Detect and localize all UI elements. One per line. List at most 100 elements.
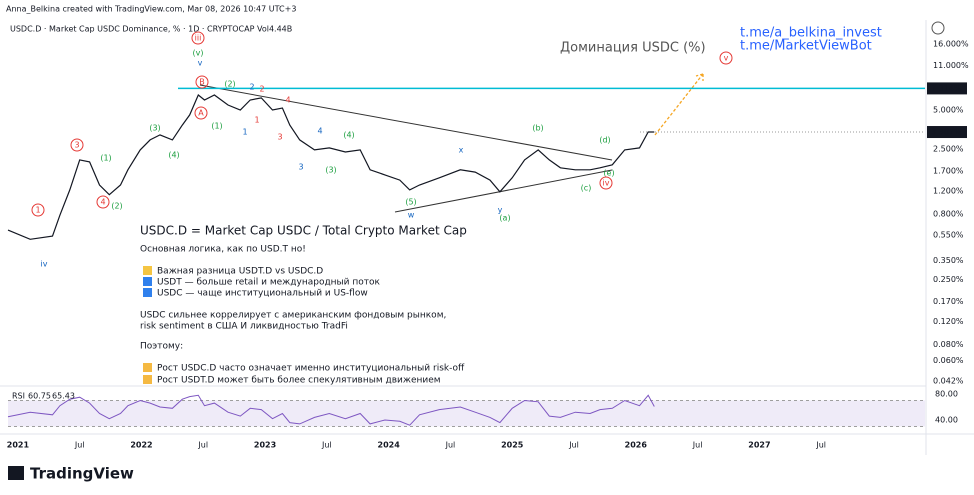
wave-label: (5) bbox=[405, 198, 416, 207]
wave-circle bbox=[31, 203, 45, 217]
last-price-label: 3.387% bbox=[931, 128, 962, 137]
trendline bbox=[394, 169, 613, 213]
rsi-readout: 60.75 bbox=[28, 392, 51, 401]
x-tick-label: 2023 bbox=[254, 441, 276, 450]
wave-label: 1 bbox=[254, 116, 259, 125]
wave-circle bbox=[194, 106, 208, 120]
subtitle: Доминация USDC (%) bbox=[560, 41, 706, 56]
x-tick-label: 2025 bbox=[501, 441, 524, 450]
wave-label: v bbox=[724, 54, 729, 63]
x-tick-label: Jul bbox=[321, 441, 332, 450]
wave-circle bbox=[191, 31, 205, 45]
wave-label: iv bbox=[41, 260, 48, 269]
note: Поэтому: bbox=[140, 342, 183, 352]
y-tick-label: 0.042% bbox=[933, 376, 964, 385]
y-tick-label: 0.080% bbox=[933, 340, 964, 349]
wave-label: iv bbox=[603, 179, 610, 188]
wave-label: (v) bbox=[193, 49, 204, 58]
wave-label: v bbox=[198, 59, 203, 68]
wave-label: 4 bbox=[100, 198, 105, 207]
y-tick-label: 2.500% bbox=[933, 145, 964, 154]
price-line-series bbox=[7, 94, 655, 240]
y-tick-label: 0.120% bbox=[933, 317, 964, 326]
wave-label: 1 bbox=[35, 206, 40, 215]
y-tick-label: 5.000% bbox=[933, 105, 964, 114]
wave-label: (2) bbox=[224, 80, 235, 89]
note: USDC.D = Market Cap USDC / Total Crypto … bbox=[140, 224, 467, 238]
wave-label: 1 bbox=[242, 128, 247, 137]
x-tick-label: Jul bbox=[815, 441, 826, 450]
logo-mark bbox=[8, 466, 24, 480]
y-tick-label: 0.060% bbox=[933, 356, 964, 365]
x-tick-label: 2026 bbox=[625, 441, 648, 450]
x-tick-label: Jul bbox=[445, 441, 456, 450]
note: Рост USDT.D может быть более спекулятивн… bbox=[157, 376, 441, 386]
x-tick-label: 2024 bbox=[378, 441, 401, 450]
trendline bbox=[199, 84, 613, 161]
link[interactable]: t.me/MarketViewBot bbox=[740, 39, 872, 54]
icon bbox=[143, 288, 152, 297]
x-tick-label: 2027 bbox=[748, 441, 770, 450]
wave-circle bbox=[195, 75, 209, 89]
wave-label: (d) bbox=[599, 136, 610, 145]
wave-label: 3 bbox=[74, 141, 79, 150]
wave-label: (3) bbox=[325, 166, 336, 175]
wave-label: 3 bbox=[277, 133, 282, 142]
x-tick-label: Jul bbox=[568, 441, 579, 450]
price-label: 7.314% bbox=[931, 84, 962, 93]
icon bbox=[143, 277, 152, 286]
wave-label: 2 bbox=[259, 85, 264, 94]
wave-label: 2 bbox=[249, 83, 254, 92]
wave-circle bbox=[96, 195, 110, 209]
settings-icon[interactable] bbox=[931, 21, 945, 35]
wave-label: (1) bbox=[100, 154, 111, 163]
brand: TradingView bbox=[30, 465, 134, 483]
wave-circle bbox=[70, 138, 84, 152]
wave-label: B bbox=[199, 78, 205, 87]
rsi-name: RSI bbox=[12, 392, 25, 401]
wave-circle bbox=[719, 51, 733, 65]
note: USDC — чаще институциональный и US-flow bbox=[157, 289, 368, 299]
y-tick-label: 1.200% bbox=[933, 186, 964, 195]
y-tick-label: 1.700% bbox=[933, 167, 964, 176]
x-tick-label: Jul bbox=[692, 441, 703, 450]
rsi-line bbox=[7, 394, 655, 426]
credit: Anna_Belkina created with TradingView.co… bbox=[6, 5, 296, 14]
x-tick-label: 2022 bbox=[130, 441, 152, 450]
note: risk sentiment в США И ликвидностью Trad… bbox=[140, 322, 348, 332]
wave-circle bbox=[599, 176, 613, 190]
wave-label: (4) bbox=[168, 151, 179, 160]
rsi-tick-label: 40.00 bbox=[935, 415, 958, 424]
wave-label: (a) bbox=[499, 214, 510, 223]
wave-label: (e) bbox=[603, 169, 614, 178]
wave-label: 4 bbox=[317, 127, 322, 136]
note: USDT — больше retail и международный пот… bbox=[157, 278, 381, 288]
wave-label: y bbox=[498, 206, 503, 215]
note: Важная разница USDT.D vs USDC.D bbox=[157, 267, 323, 277]
x-tick-label: Jul bbox=[197, 441, 208, 450]
wave-label: 3 bbox=[298, 163, 303, 172]
price-label-bg bbox=[927, 82, 967, 95]
wave-label: (2) bbox=[111, 202, 122, 211]
y-tick-label: 0.550% bbox=[933, 231, 964, 240]
wave-label: (c) bbox=[581, 184, 592, 193]
wave-label: w bbox=[408, 211, 415, 220]
link[interactable]: t.me/a_belkina_invest bbox=[740, 26, 882, 41]
rsi-readout: 65.43 bbox=[52, 392, 75, 401]
y-tick-label: 0.350% bbox=[933, 256, 964, 265]
note: Основная логика, как по USD.T но! bbox=[140, 245, 306, 255]
wave-label: 4 bbox=[285, 96, 290, 105]
rsi-band bbox=[8, 400, 925, 427]
wave-label: (b) bbox=[532, 124, 543, 133]
wave-label: (4) bbox=[343, 131, 354, 140]
wave-label: x bbox=[459, 146, 464, 155]
last-price-bg bbox=[927, 126, 967, 139]
y-tick-label: 11.000% bbox=[933, 61, 969, 70]
icon bbox=[143, 375, 152, 384]
y-tick-label: 0.250% bbox=[933, 275, 964, 284]
x-tick-label: Jul bbox=[74, 441, 85, 450]
note: USDC сильнее коррелирует с американским … bbox=[140, 311, 446, 321]
icon bbox=[143, 363, 152, 372]
wave-label: (1) bbox=[211, 122, 222, 131]
